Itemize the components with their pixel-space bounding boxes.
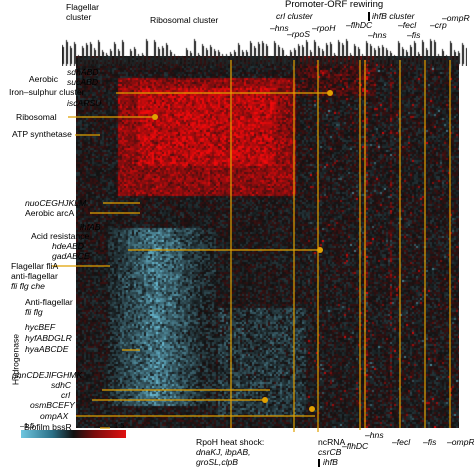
label-iron-sulphur: Iron–sulphur cluster [9,87,85,97]
group-rpoh: –rpoH [312,23,336,33]
bottom-ihfb-marker [318,459,320,467]
label-antiflag2: Anti-flagellar [25,297,73,307]
heatmap [76,56,459,428]
label-flia: Flagellar fliA [11,261,59,271]
colorbar [21,430,126,438]
group-ihfb: ihfB cluster [372,11,415,21]
group-ribosomal: Ribosomal cluster [150,15,219,25]
label-fliflgche: fli flg che [11,281,45,291]
label-sdhc: sdhC [51,380,72,390]
label-sdhabd: sdhABD [67,67,99,77]
label-iscarsu: iscARSU [67,98,102,108]
group-crl: crl cluster [276,11,313,21]
group-crp: –crp [430,20,447,30]
bottom-ihfb: ihfB [323,457,338,467]
group-fis: –fis [407,30,421,40]
label-hyfabdglr: hyfABDGLR [25,333,72,343]
label-sucabd: sucABD [67,77,99,87]
label-gadabce: gadABCE [52,251,90,261]
label-crl: crl [61,390,71,400]
column-labels [62,36,467,66]
group-flhdc: –flhDC [346,20,373,30]
bottom-hns: –hns [365,430,384,440]
label-ompax: ompAX [40,411,69,421]
label-biofilm: Biofilm bssR [24,422,72,432]
label-atp: ATP synthetase [12,129,72,139]
bottom-ncrna: ncRNA [318,437,346,447]
label-ribosomal: Ribosomal [16,112,57,122]
bottom-rpoh-1: RpoH heat shock: [196,437,265,447]
label-antiflag1: anti-flagellar [11,271,58,281]
group-rpos: –rpoS [287,29,310,39]
bottom-rpoh-3: groSL,clpB [196,457,239,467]
label-ihfab: ihfAB [80,222,101,232]
label-nuo: nuoCEGHJKLM [25,198,87,208]
bottom-flhdc: –flhDC [342,441,369,451]
group-flagellar: Flagellar cluster [66,2,99,22]
label-acid: Acid resistance [31,231,90,241]
figure-title: Promoter-ORF rewiring [285,0,384,10]
group-hns2: –hns [368,30,387,40]
label-hycbef: hycBEF [25,322,56,332]
label-hyaabcde: hyaABCDE [25,344,69,354]
bottom-csrcb: csrCB [318,447,342,457]
label-fliflg: fli flg [25,307,43,317]
colorbar-max-label: 1.5 [114,421,125,430]
bottom-rpoh-2: dnaKJ, ibpAB, [196,447,251,457]
label-osmbcefy: osmBCEFY [30,400,75,410]
bottom-fecl: –fecl [392,437,411,447]
label-aerobic: Aerobic [28,74,58,84]
label-arca: Aerobic arcA [25,208,75,218]
bottom-fis: –fis [423,437,437,447]
colorbar-min-label: –1.5 [20,421,35,430]
bottom-ompr: –ompR [447,437,474,447]
label-hdeabd: hdeABD [52,241,85,251]
label-phn: phnCDEJIFGHMK [12,370,83,380]
group-fecl: –fecl [398,20,417,30]
ihfb-marker [368,12,370,21]
group-hns1: –hns [270,23,289,33]
label-hydrogenase: Hydrogenase [10,333,21,386]
group-ompr: –ompR [442,13,470,23]
